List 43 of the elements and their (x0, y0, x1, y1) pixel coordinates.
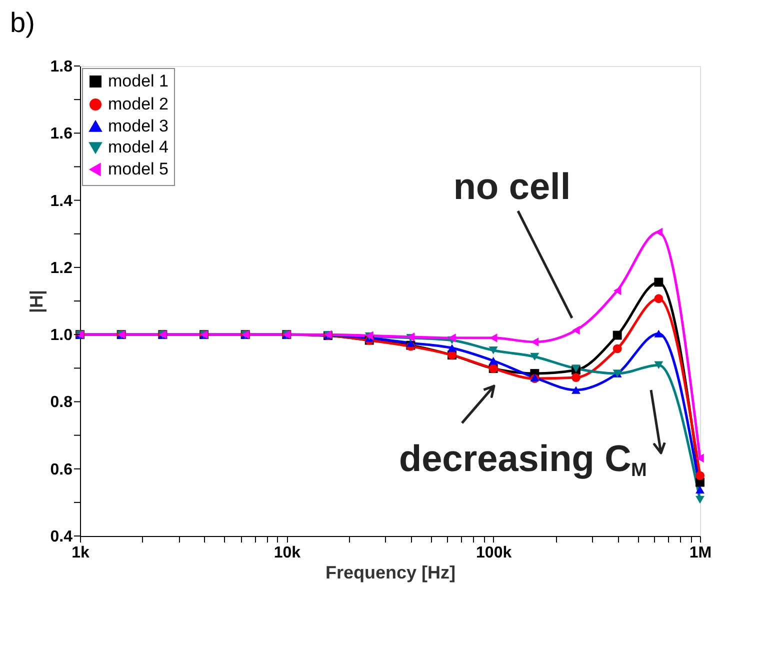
point (696, 454, 704, 463)
point (654, 330, 664, 338)
legend-label: model 5 (108, 160, 168, 178)
point (654, 294, 664, 304)
point (406, 339, 416, 347)
point (613, 286, 622, 296)
y-tick-label: 1.4 (50, 192, 73, 210)
point (654, 361, 664, 369)
point (488, 356, 498, 365)
y-axis-title: |H| (26, 290, 46, 314)
y-tick-label: 1.6 (50, 126, 73, 143)
point (654, 228, 663, 237)
y-tick-label: 1.8 (50, 58, 73, 76)
y-tick-label: 1.2 (50, 260, 73, 277)
annotation: no cell (453, 166, 571, 207)
point (572, 373, 580, 382)
point (696, 471, 704, 480)
y-tick-label: 0.8 (50, 394, 73, 412)
point (572, 364, 580, 372)
point (612, 330, 622, 340)
point (696, 496, 704, 504)
legend-label: model 4 (108, 138, 168, 156)
legend-label: model 1 (108, 72, 168, 90)
legend-label: model 2 (108, 94, 168, 114)
point (448, 333, 456, 342)
y-tick-label: 1.0 (50, 327, 73, 344)
y-tick-label: 0.4 (50, 528, 73, 546)
chart-title: b) (10, 7, 35, 38)
point (530, 352, 540, 361)
point (696, 486, 704, 494)
x-tick-label: 100k (476, 544, 512, 562)
y-tick-label: 0.6 (50, 461, 73, 478)
point (488, 346, 498, 354)
point (612, 344, 622, 354)
point (572, 386, 580, 394)
legend-label: model 3 (108, 116, 168, 136)
point (448, 344, 456, 352)
x-tick-label: 10k (274, 544, 301, 562)
x-tick-label: 1k (72, 544, 90, 562)
point (572, 326, 580, 335)
x-tick-label: 1M (689, 544, 712, 562)
point (654, 278, 664, 287)
x-axis-title: Frequency [Hz] (325, 562, 456, 582)
